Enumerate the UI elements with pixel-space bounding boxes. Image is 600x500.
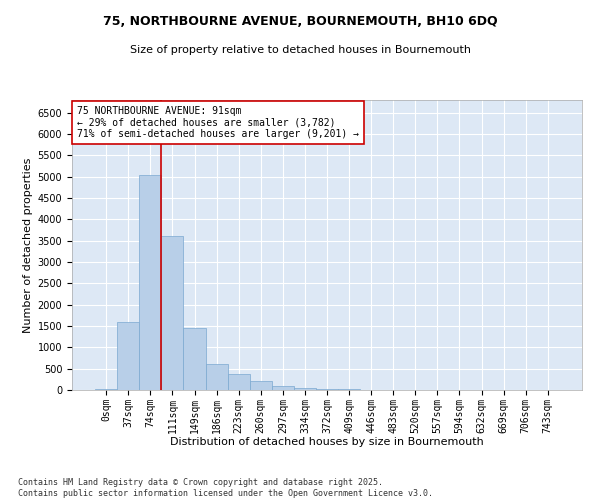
- Bar: [117, 322, 139, 390]
- Bar: [95, 388, 117, 390]
- X-axis label: Distribution of detached houses by size in Bournemouth: Distribution of detached houses by size …: [170, 437, 484, 447]
- Bar: [316, 388, 338, 390]
- Bar: [206, 364, 227, 390]
- Y-axis label: Number of detached properties: Number of detached properties: [23, 158, 34, 332]
- Text: Contains HM Land Registry data © Crown copyright and database right 2025.
Contai: Contains HM Land Registry data © Crown c…: [18, 478, 433, 498]
- Bar: [139, 174, 161, 390]
- Text: 75 NORTHBOURNE AVENUE: 91sqm
← 29% of detached houses are smaller (3,782)
71% of: 75 NORTHBOURNE AVENUE: 91sqm ← 29% of de…: [77, 106, 359, 139]
- Bar: [250, 382, 272, 390]
- Bar: [184, 328, 206, 390]
- Bar: [294, 388, 316, 390]
- Text: 75, NORTHBOURNE AVENUE, BOURNEMOUTH, BH10 6DQ: 75, NORTHBOURNE AVENUE, BOURNEMOUTH, BH1…: [103, 15, 497, 28]
- Bar: [161, 236, 184, 390]
- Bar: [227, 374, 250, 390]
- Bar: [272, 386, 294, 390]
- Text: Size of property relative to detached houses in Bournemouth: Size of property relative to detached ho…: [130, 45, 470, 55]
